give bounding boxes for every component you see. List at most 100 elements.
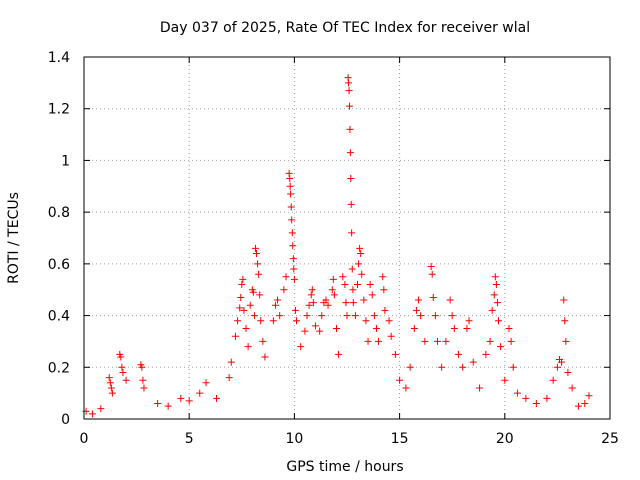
data-marks [82,74,593,418]
data-point [288,216,296,224]
x-tick-label: 20 [496,431,514,447]
data-point [433,337,441,345]
data-point [486,337,494,345]
data-point [396,376,404,384]
y-tick-label: 0.8 [48,205,70,221]
data-point [251,244,259,252]
data-point [330,291,338,299]
grid [84,57,610,419]
data-point [372,325,380,332]
data-point [488,306,496,314]
data-point [117,353,125,361]
data-point [185,397,193,405]
data-point [255,270,263,278]
data-point [307,291,315,299]
data-point [354,281,362,289]
data-point [274,296,282,304]
data-point [286,175,294,183]
data-point [366,281,374,289]
data-point [469,358,477,366]
data-point [505,325,513,332]
data-point [558,358,566,366]
data-point [455,350,463,358]
data-point [476,384,484,392]
data-point [246,301,254,309]
data-point [362,317,370,325]
data-point [402,384,410,392]
data-point [482,350,490,358]
data-point [318,312,326,320]
y-tick-label: 1.2 [48,102,70,118]
data-point [254,260,262,268]
x-tick-label: 10 [285,431,303,447]
data-point [138,363,146,371]
data-point [213,394,221,402]
data-point [282,273,290,281]
data-point [391,350,399,358]
data-point [237,293,245,301]
data-point [257,317,265,325]
data-point [428,270,436,278]
data-point [368,291,376,299]
data-point [303,312,311,320]
data-point [381,306,389,314]
data-point [360,296,368,304]
chart-title: Day 037 of 2025, Rate Of TEC Index for r… [160,20,530,36]
data-point [509,363,517,371]
data-point [329,275,337,283]
data-point [344,79,352,87]
data-point [491,273,499,281]
data-point [345,87,353,95]
data-point [357,250,365,258]
data-point [261,353,269,361]
y-tick-label: 0.4 [48,309,70,325]
data-point [322,296,330,304]
data-point [309,299,317,307]
data-point [493,299,501,307]
data-point [140,384,148,392]
data-point [342,299,350,307]
data-point [370,312,378,320]
data-point [276,312,284,320]
data-point [351,312,359,320]
data-point [358,270,366,278]
data-point [105,374,113,382]
data-point [287,190,295,198]
data-point [250,312,258,320]
data-point [271,301,279,309]
data-point [106,379,114,387]
data-point [236,304,244,312]
data-point [196,389,204,397]
data-point [348,229,356,237]
data-point [564,368,572,376]
data-point [290,265,298,273]
data-point [421,337,429,345]
data-point [328,286,336,294]
data-point [532,399,540,407]
data-point [305,301,313,309]
y-tick-label: 0.2 [48,360,70,376]
data-point [465,317,473,325]
data-point [285,169,293,177]
data-point [139,376,147,384]
data-point [347,200,355,208]
data-point [346,149,354,157]
data-point [339,273,347,281]
data-point [97,405,105,413]
data-point [239,275,247,283]
data-point [88,410,96,418]
data-point [119,368,127,376]
data-point [574,402,582,410]
data-point [290,275,298,283]
data-point [385,317,393,325]
y-tick-label: 0 [61,412,70,428]
data-point [375,337,383,345]
data-point [301,327,309,335]
data-point [427,262,435,270]
data-point [497,343,505,351]
data-point [364,337,372,345]
data-point [379,273,387,281]
data-point [227,358,235,366]
y-axis-title: ROTI / TECUs [6,192,22,284]
